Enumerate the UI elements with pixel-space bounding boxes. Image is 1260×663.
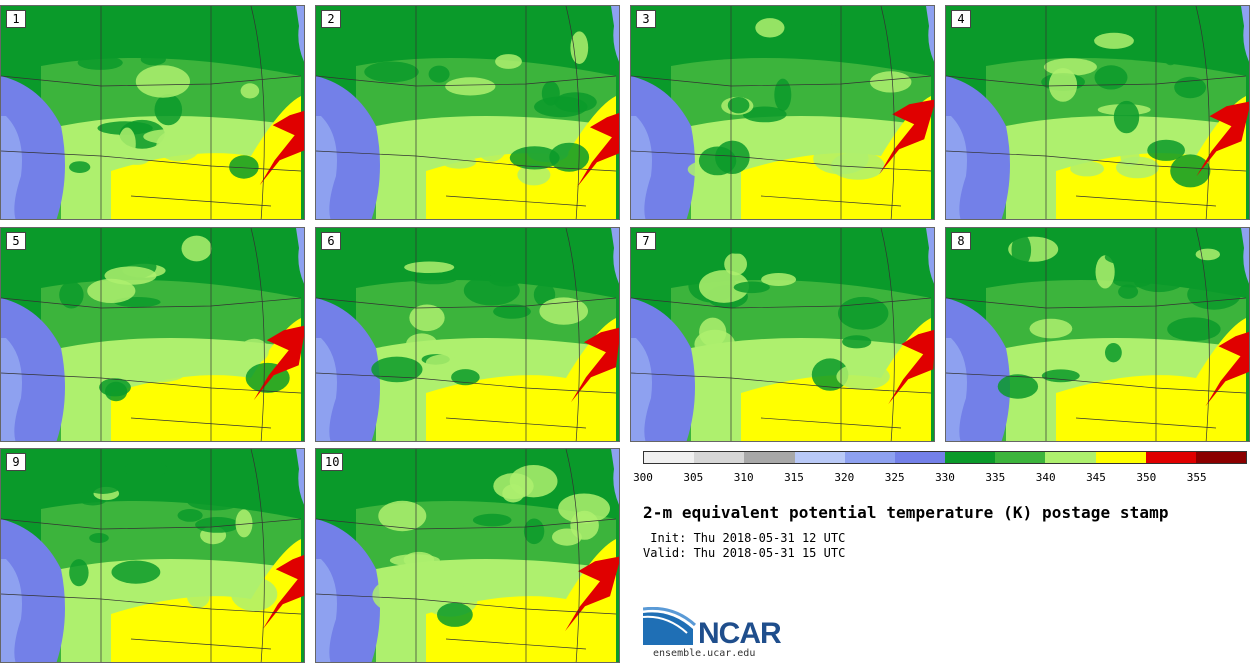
stamp-number-label: 3 [636,10,656,28]
colorbar-segment [945,452,996,463]
colorbar-segment [644,452,695,463]
stamp-panel-6: 6 [315,227,620,442]
stamp-number-label: 7 [636,232,656,250]
colorbar-tick-label: 350 [1136,471,1157,484]
colorbar [643,451,1247,464]
stamp-panel-4: 4 [945,5,1250,220]
stamp-number-label: 6 [321,232,341,250]
colorbar-segment [1145,452,1196,463]
colorbar-tick-label: 315 [784,471,804,484]
colorbar-tick-label: 310 [733,471,754,484]
colorbar-segment [694,452,745,463]
colorbar-tick-label: 345 [1086,471,1106,484]
stamp-number-label: 5 [6,232,26,250]
stamp-panel-5: 5 [0,227,305,442]
colorbar-segment [894,452,946,463]
stamp-number-label: 1 [6,10,26,28]
colorbar-segment [794,452,845,463]
stamp-panel-3: 3 [630,5,935,220]
site-url: ensemble.ucar.edu [653,648,756,659]
colorbar-tick-label: 305 [683,471,704,484]
colorbar-segment [1045,452,1096,463]
colorbar-segment [1195,452,1247,463]
colorbar-tick-label: 335 [985,471,1006,484]
plot-title: 2-m equivalent potential temperature (K)… [643,503,1169,522]
stamp-panel-7: 7 [630,227,935,442]
ncar-logo-icon [643,607,697,645]
colorbar-tick-label: 320 [834,471,855,484]
colorbar-tick-label: 330 [935,471,955,484]
stamp-panel-8: 8 [945,227,1250,442]
colorbar-tick-label: 355 [1186,471,1207,484]
colorbar-segment [1095,452,1146,463]
ncar-logo-text: NCAR [698,617,782,650]
stamp-number-label: 4 [951,10,971,28]
colorbar-tick-label: 300 [633,471,653,484]
colorbar-tick-label: 325 [884,471,905,484]
stamp-number-label: 2 [321,10,341,28]
stamp-panel-9: 9 [0,448,305,663]
colorbar-tick-label: 340 [1035,471,1056,484]
colorbar-segment [995,452,1046,463]
stamp-number-label: 8 [951,232,971,250]
stamp-panel-2: 2 [315,5,620,220]
valid-time: Valid: Thu 2018-05-31 15 UTC [643,546,846,560]
colorbar-segment [844,452,895,463]
stamp-number-label: 10 [321,453,344,471]
colorbar-segment [744,452,795,463]
stamp-panel-1: 1 [0,5,305,220]
stamp-panel-10: 10 [315,448,620,663]
stamp-number-label: 9 [6,453,26,471]
init-time: Init: Thu 2018-05-31 12 UTC [643,531,846,545]
